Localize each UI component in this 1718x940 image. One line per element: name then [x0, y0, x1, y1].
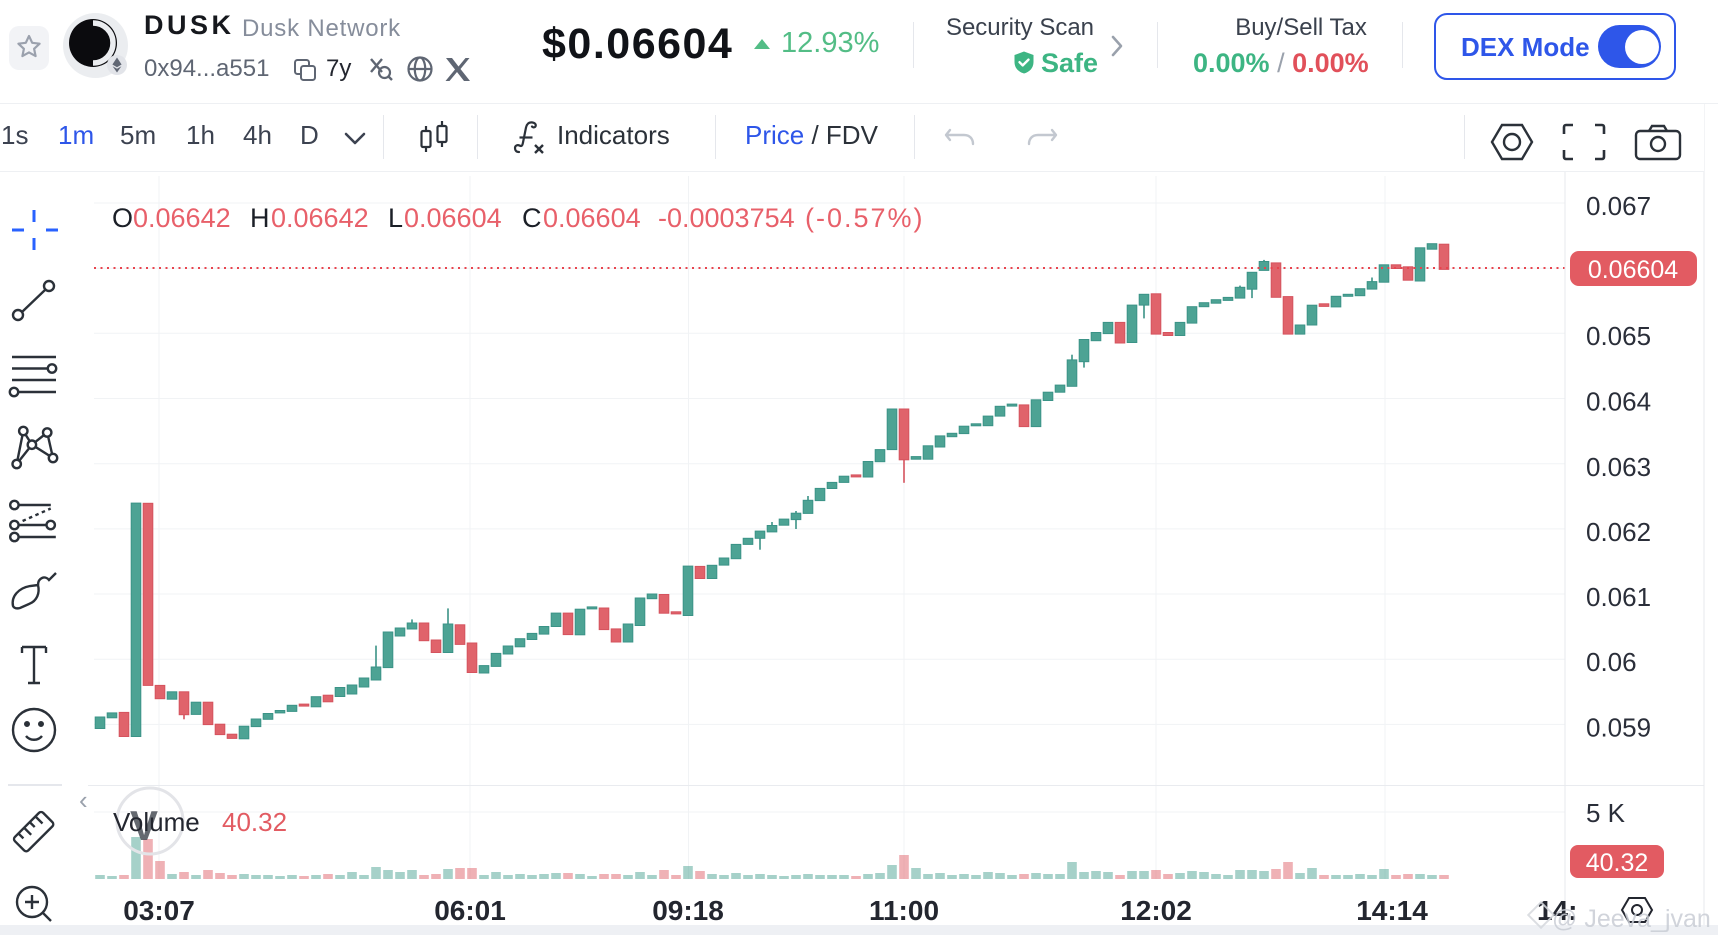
svg-text:06:01: 06:01 — [434, 895, 506, 926]
svg-text:0.065: 0.065 — [1586, 321, 1651, 351]
svg-text:0.063: 0.063 — [1586, 452, 1651, 482]
svg-text:‹: ‹ — [79, 785, 88, 815]
svg-text:0.064: 0.064 — [1586, 387, 1651, 417]
svg-text:0.067: 0.067 — [1586, 191, 1651, 221]
svg-text:@ Jeeva_jvan: @ Jeeva_jvan — [1552, 905, 1711, 933]
svg-text:5 K: 5 K — [1586, 798, 1626, 828]
svg-text:0.059: 0.059 — [1586, 713, 1651, 743]
svg-text:V: V — [130, 802, 158, 849]
svg-text:Volume: Volume — [113, 807, 200, 837]
svg-text:03:07: 03:07 — [123, 895, 195, 926]
svg-text:0.062: 0.062 — [1586, 517, 1651, 547]
svg-text:11:00: 11:00 — [869, 895, 939, 926]
svg-text:0.06: 0.06 — [1586, 647, 1637, 677]
svg-text:40.32: 40.32 — [222, 807, 287, 837]
svg-text:09:18: 09:18 — [652, 895, 724, 926]
svg-text:14:14: 14:14 — [1356, 895, 1428, 926]
svg-text:0.06604: 0.06604 — [1588, 256, 1678, 284]
svg-text:12:02: 12:02 — [1120, 895, 1192, 926]
svg-text:0.061: 0.061 — [1586, 582, 1651, 612]
svg-text:14:: 14: — [1537, 895, 1577, 926]
svg-text:40.32: 40.32 — [1586, 849, 1649, 877]
